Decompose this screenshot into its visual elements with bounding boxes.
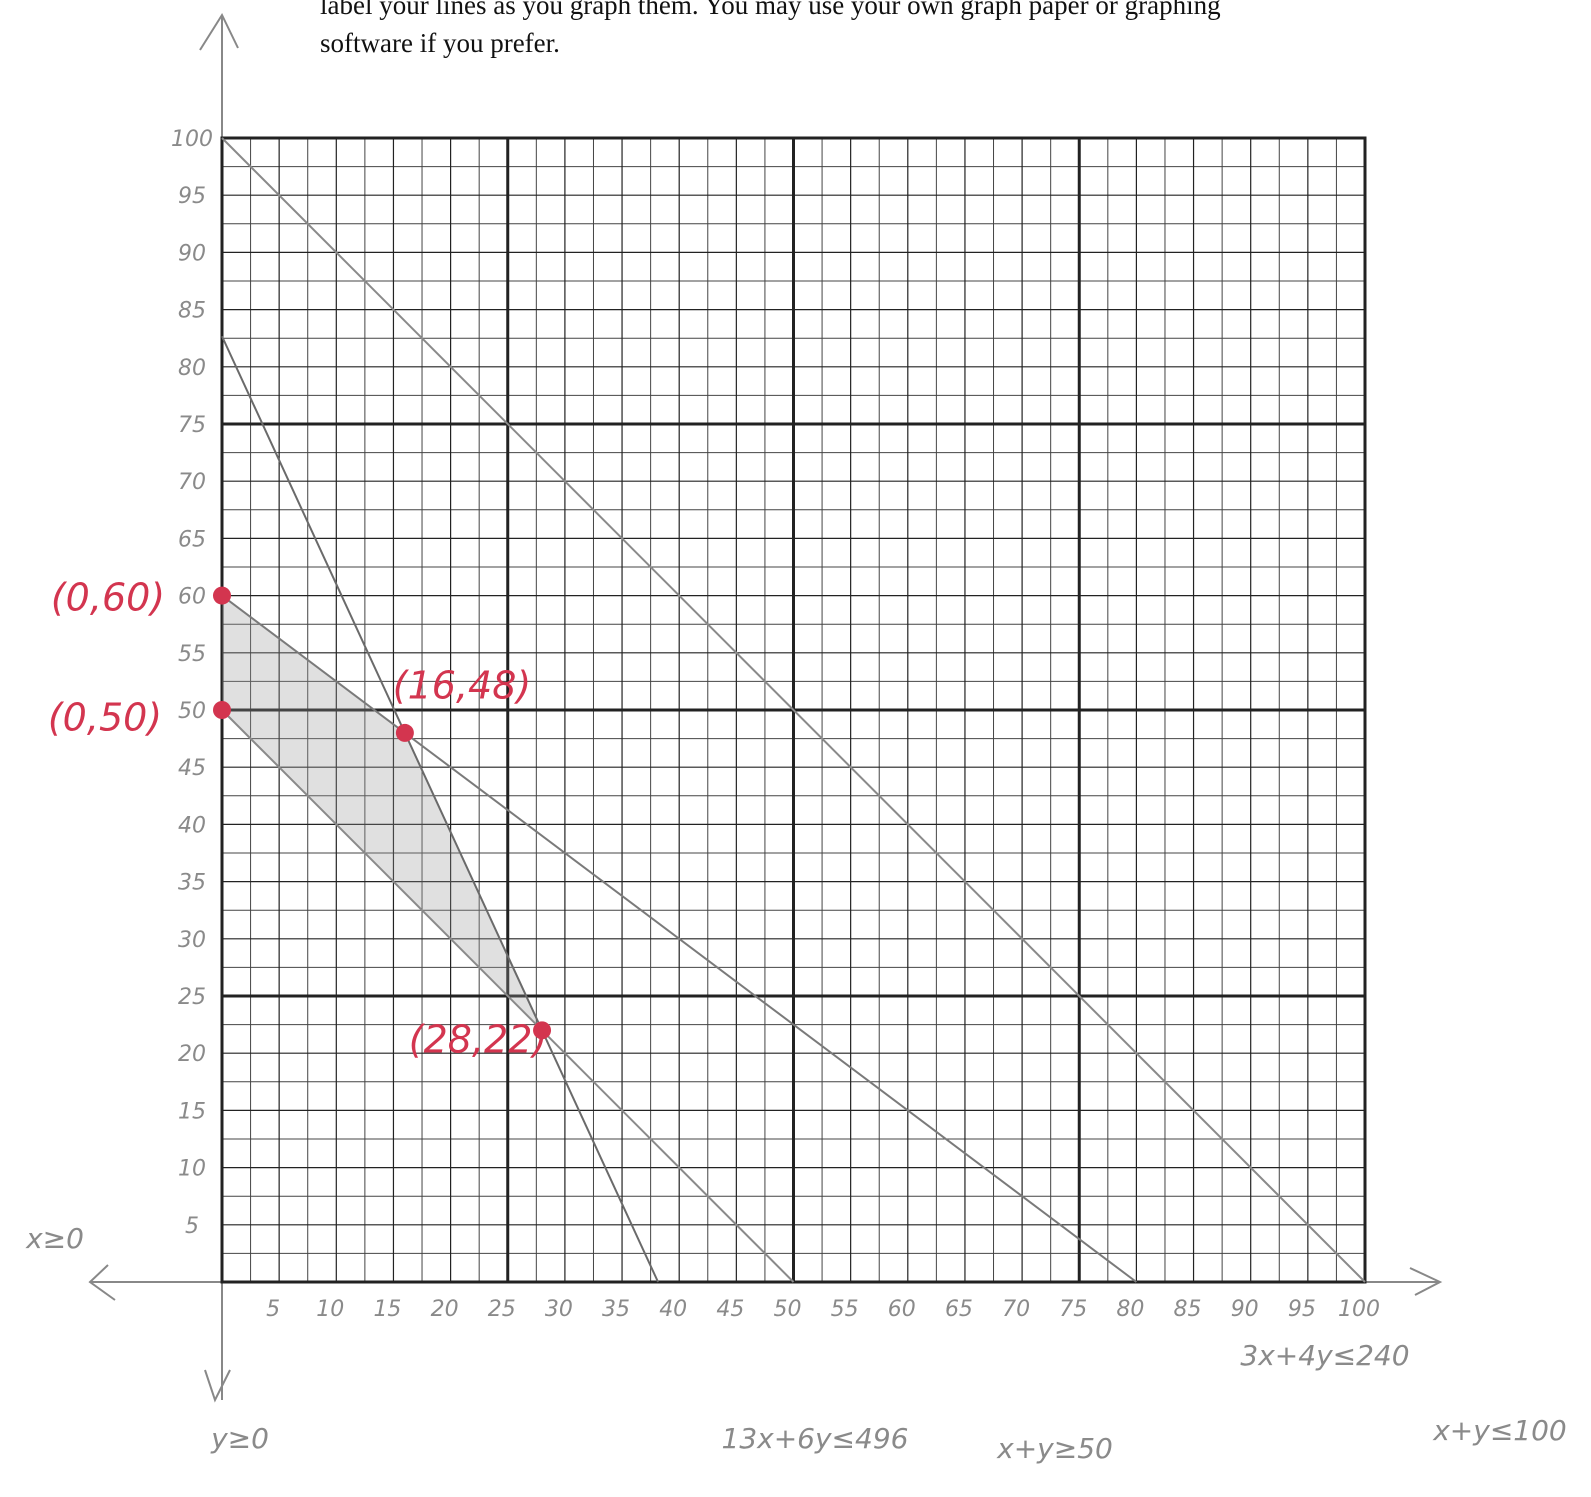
feasible-region <box>222 596 542 1031</box>
legend-label: x+y≥50 <box>996 1432 1113 1465</box>
x-tick-label: 30 <box>545 1297 573 1322</box>
x-tick-label: 100 <box>1338 1297 1380 1322</box>
x-tick-label: 15 <box>373 1297 401 1322</box>
y-tick-label: 85 <box>178 299 206 324</box>
x-tick-label: 80 <box>1116 1297 1144 1322</box>
x-tick-label: 45 <box>716 1297 744 1322</box>
legend-label: 3x+4y≤240 <box>1240 1339 1409 1372</box>
x-tick-label: 40 <box>659 1297 687 1322</box>
x-constraint-label: x≥0 <box>25 1222 84 1255</box>
x-tick-label: 65 <box>945 1297 973 1322</box>
x-tick-label: 35 <box>602 1297 630 1322</box>
constraint-line <box>222 336 658 1282</box>
y-tick-label: 25 <box>178 985 206 1010</box>
x-tick-label: 5 <box>266 1297 280 1322</box>
chart: label your lines as you graph them. You … <box>0 0 1591 1497</box>
x-tick-label: 75 <box>1059 1297 1087 1322</box>
x-tick-label: 10 <box>316 1297 344 1322</box>
corner-point <box>213 587 231 605</box>
y-tick-label: 55 <box>178 642 206 667</box>
legend-label: 13x+6y≤496 <box>722 1422 909 1455</box>
y-tick-label: 15 <box>178 1099 206 1124</box>
x-tick-label: 20 <box>431 1297 459 1322</box>
y-tick-label: 65 <box>178 527 206 552</box>
y-tick-label: 45 <box>178 756 206 781</box>
heading-line: software if you prefer. <box>320 28 560 58</box>
y-tick-label: 90 <box>178 241 206 266</box>
y-constraint-label: y≥0 <box>210 1422 269 1455</box>
y-tick-label: 95 <box>178 184 206 209</box>
y-tick-label: 60 <box>178 585 206 610</box>
x-tick-label: 70 <box>1002 1297 1030 1322</box>
x-tick-label: 90 <box>1231 1297 1259 1322</box>
point-label: (0,50) <box>48 696 162 740</box>
heading-line: label your lines as you graph them. You … <box>320 0 1221 20</box>
x-tick-label: 25 <box>488 1297 516 1322</box>
x-tick-label: 85 <box>1174 1297 1202 1322</box>
corner-point <box>396 724 414 742</box>
y-tick-label: 20 <box>178 1042 206 1067</box>
corner-point <box>213 701 231 719</box>
point-label: (16,48) <box>393 664 531 708</box>
y-tick-label: 5 <box>185 1214 199 1239</box>
y-tick-label: 10 <box>178 1157 206 1182</box>
y-tick-label: 80 <box>178 356 206 381</box>
y-tick-label: 40 <box>178 813 206 838</box>
y-tick-label: 70 <box>178 470 206 495</box>
point-label: (28,22) <box>409 1018 547 1062</box>
point-label: (0,60) <box>51 576 165 620</box>
x-tick-label: 60 <box>888 1297 916 1322</box>
y-tick-label: 75 <box>178 413 206 438</box>
x-tick-label: 55 <box>831 1297 859 1322</box>
legend-label: x+y≤100 <box>1432 1414 1567 1447</box>
page: label your lines as you graph them. You … <box>0 0 1591 1497</box>
y-tick-label: 100 <box>171 127 213 152</box>
x-tick-label: 95 <box>1288 1297 1316 1322</box>
y-tick-label: 30 <box>178 928 206 953</box>
x-tick-label: 50 <box>774 1297 802 1322</box>
y-tick-label: 50 <box>178 699 206 724</box>
y-tick-label: 35 <box>178 871 206 896</box>
